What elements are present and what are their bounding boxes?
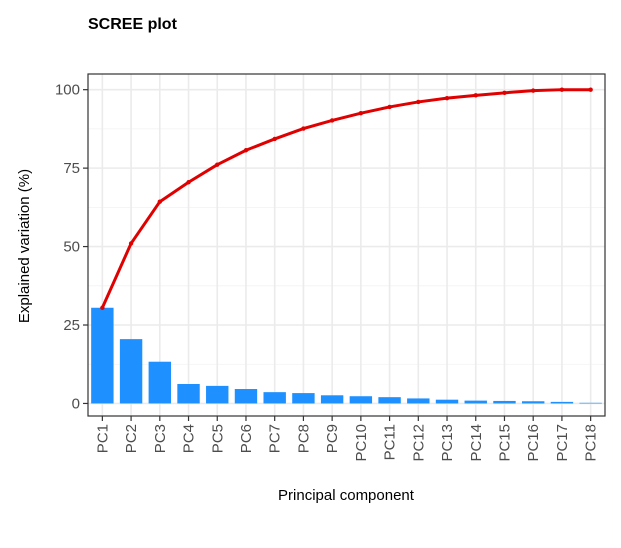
line-point-pc4 <box>186 180 191 185</box>
line-point-pc1 <box>100 305 105 310</box>
bar-pc10 <box>349 396 373 404</box>
line-point-pc8 <box>301 126 306 131</box>
line-point-pc12 <box>416 99 421 105</box>
line-point-pc15 <box>502 90 507 96</box>
bar-pc12 <box>407 398 430 404</box>
y-tick-label: 0 <box>72 395 80 412</box>
x-tick-label-pc18: PC18 <box>583 424 600 462</box>
x-tick-label-pc9: PC9 <box>324 424 341 453</box>
line-point-pc7 <box>272 136 277 142</box>
bars <box>91 307 602 404</box>
line-point-pc6 <box>243 148 249 153</box>
x-tick-label-pc15: PC15 <box>496 424 513 462</box>
x-axis-title: Principal component <box>278 487 415 504</box>
x-tick-label-pc17: PC17 <box>554 424 571 462</box>
line-point-pc14 <box>473 93 478 98</box>
bar-pc5 <box>206 385 229 404</box>
line-point-pc10 <box>358 111 364 116</box>
panel-border <box>87 73 606 417</box>
x-tick-label-pc8: PC8 <box>295 424 312 453</box>
bar-pc11 <box>378 397 401 404</box>
line-point-pc17 <box>559 87 565 92</box>
bar-pc15 <box>493 400 516 404</box>
line-point-pc11 <box>387 104 392 110</box>
line-point-pc2 <box>128 241 134 246</box>
axes: 0 25 50 75 100 PC1 PC2 PC3 PC4 PC5 PC6 PC7 PC8 PC9 PC1… <box>55 73 606 462</box>
x-tick-label-pc3: PC3 <box>152 424 169 453</box>
bar-pc1 <box>91 307 114 404</box>
bar-pc8 <box>292 393 315 404</box>
y-tick-label: 100 <box>55 82 80 99</box>
grid <box>88 74 605 416</box>
cumulative-line-path <box>100 88 591 309</box>
line-point-pc9 <box>329 118 335 123</box>
x-tick-label-pc2: PC2 <box>123 424 140 453</box>
plot-panel <box>88 74 605 416</box>
bar-pc13 <box>435 399 459 404</box>
x-tick-label-pc6: PC6 <box>238 424 255 453</box>
x-tick-label-pc10: PC10 <box>353 424 370 462</box>
line-point-pc16 <box>530 88 536 93</box>
line-point-pc3 <box>157 199 163 204</box>
line-point-pc18 <box>588 87 593 92</box>
line-point-pc5 <box>215 162 220 167</box>
bar-pc9 <box>320 395 344 404</box>
y-tick-label: 50 <box>63 239 80 256</box>
bar-pc2 <box>119 339 143 404</box>
x-tick-label-pc4: PC4 <box>181 424 198 453</box>
x-tick-label-pc1: PC1 <box>94 424 111 453</box>
bar-pc7 <box>263 392 286 404</box>
y-axis-title: Explained variation (%) <box>16 169 33 323</box>
cumulative-line <box>100 87 593 310</box>
y-tick-label: 75 <box>63 160 80 177</box>
bar-pc18 <box>579 402 602 404</box>
x-tick-label-pc13: PC13 <box>439 424 456 462</box>
bar-pc3 <box>148 361 172 404</box>
x-tick-label-pc16: PC16 <box>525 424 542 462</box>
bar-pc6 <box>234 389 258 404</box>
y-tick-label: 25 <box>63 317 80 334</box>
line-point-pc13 <box>444 95 450 101</box>
chart-title: SCREE plot <box>88 16 178 33</box>
x-tick-label-pc14: PC14 <box>468 424 485 462</box>
bar-pc16 <box>521 401 545 404</box>
bar-pc14 <box>464 400 487 404</box>
x-tick-label-pc12: PC12 <box>410 424 427 462</box>
bar-pc17 <box>550 401 574 404</box>
x-tick-label-pc7: PC7 <box>267 424 284 453</box>
x-tick-label-pc5: PC5 <box>209 424 226 453</box>
bar-pc4 <box>177 383 200 404</box>
x-tick-label-pc11: PC11 <box>382 424 399 460</box>
